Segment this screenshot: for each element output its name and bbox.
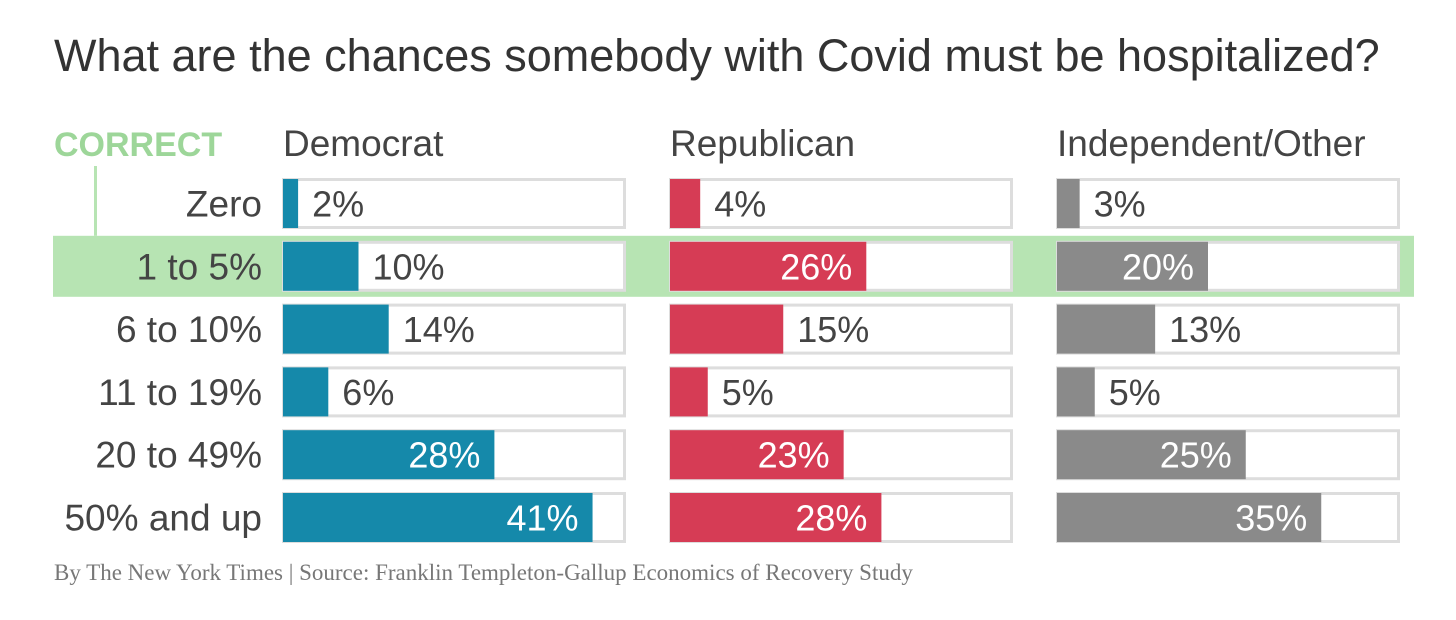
bar-value-label: 28% — [795, 498, 867, 539]
chart-title: What are the chances somebody with Covid… — [54, 30, 1380, 81]
bar — [283, 179, 299, 228]
bar — [1057, 179, 1080, 228]
bar-value-label: 41% — [506, 498, 578, 539]
bar-value-label: 10% — [373, 246, 445, 287]
series-header-independent-other: Independent/Other — [1057, 123, 1366, 164]
source-note: By The New York Times | Source: Franklin… — [54, 560, 913, 585]
bar-track — [1056, 366, 1400, 418]
series-header-republican: Republican — [670, 123, 855, 164]
bar — [283, 493, 593, 542]
bar — [283, 367, 329, 417]
bar-value-label: 35% — [1235, 498, 1307, 539]
bar-track — [1056, 178, 1400, 229]
bar-track — [282, 366, 626, 418]
bar-value-label: 14% — [403, 309, 475, 350]
correct-label: CORRECT — [54, 126, 222, 164]
category-label: 50% and up — [64, 498, 262, 539]
bar-value-label: 28% — [408, 435, 480, 476]
category-label: 1 to 5% — [137, 246, 262, 287]
bar — [670, 179, 701, 228]
bar-value-label: 26% — [780, 246, 852, 287]
category-label: 6 to 10% — [116, 309, 262, 350]
category-label: 11 to 19% — [98, 372, 262, 413]
bar-value-label: 2% — [312, 184, 364, 225]
bar-chart: CORRECT Democrat Republican Independent/Oth… — [53, 123, 1414, 543]
bar-value-label: 13% — [1169, 309, 1241, 350]
bar — [1057, 241, 1208, 291]
correct-connector-line — [94, 166, 97, 236]
bar — [283, 304, 389, 354]
bar — [283, 430, 495, 480]
bar — [1057, 304, 1156, 354]
bar-value-label: 23% — [758, 435, 830, 476]
category-label: Zero — [186, 184, 262, 225]
bar-value-label: 25% — [1160, 435, 1232, 476]
bar — [670, 304, 784, 354]
bar-value-label: 6% — [342, 372, 394, 413]
bar — [1057, 367, 1095, 417]
bar-value-label: 5% — [1109, 372, 1161, 413]
series-header-democrat: Democrat — [283, 123, 444, 164]
bar-track — [669, 366, 1013, 418]
bar — [670, 367, 708, 417]
bar — [670, 241, 867, 291]
bar — [670, 430, 844, 480]
bar-value-label: 20% — [1122, 246, 1194, 287]
bar — [1057, 493, 1322, 542]
bar — [670, 493, 882, 542]
bar-value-label: 3% — [1094, 184, 1146, 225]
bar-value-label: 4% — [714, 184, 766, 225]
bar — [1057, 430, 1246, 480]
bar-value-label: 5% — [722, 372, 774, 413]
bar-track — [282, 178, 626, 229]
bar-track — [669, 178, 1013, 229]
bar — [283, 241, 359, 291]
bar-value-label: 15% — [797, 309, 869, 350]
category-label: 20 to 49% — [95, 435, 262, 476]
